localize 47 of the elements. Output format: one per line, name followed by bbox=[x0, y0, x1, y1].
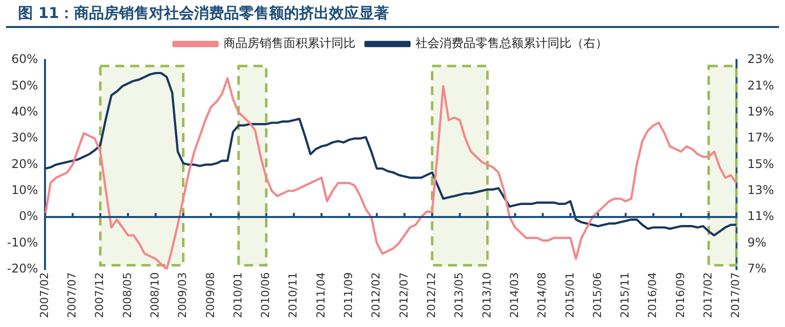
x-tick-label: 2015/01 bbox=[563, 272, 576, 318]
y2-tick-label: 19% bbox=[747, 104, 774, 118]
y2-tick-label: 23% bbox=[747, 52, 774, 66]
x-tick-label: 2008/10 bbox=[148, 272, 162, 318]
legend-label: 社会消费品零售总额累计同比（右） bbox=[416, 36, 608, 50]
y-tick-label: 50% bbox=[11, 78, 38, 92]
x-tick-label: 2010/11 bbox=[286, 272, 300, 318]
x-tick-label: 2009/03 bbox=[176, 272, 190, 318]
y2-tick-label: 11% bbox=[747, 209, 774, 224]
y2-tick-label: 21% bbox=[747, 78, 774, 92]
x-tick-label: 2013/05 bbox=[452, 272, 466, 318]
chart-title: 图 11：商品房销售对社会消费品零售额的挤出效应显著 bbox=[6, 0, 779, 28]
x-tick-label: 2010/01 bbox=[231, 272, 244, 318]
y-tick-label: 20% bbox=[11, 156, 38, 171]
x-tick-label: 2009/08 bbox=[204, 272, 217, 318]
y2-tick-label: 17% bbox=[747, 130, 774, 145]
x-tick-label: 2016/09 bbox=[674, 272, 687, 318]
y-tick-label: -20% bbox=[6, 261, 38, 276]
x-tick-label: 2011/09 bbox=[342, 272, 356, 318]
y-tick-label: 40% bbox=[11, 104, 38, 118]
y2-tick-label: 7% bbox=[747, 261, 766, 276]
x-tick-label: 2012/02 bbox=[370, 272, 383, 318]
x-tick-label: 2016/04 bbox=[646, 272, 660, 318]
y-tick-label: 60% bbox=[11, 52, 38, 66]
y-tick-label: -10% bbox=[6, 235, 38, 250]
x-tick-label: 2014/08 bbox=[536, 272, 549, 318]
x-tick-label: 2015/11 bbox=[618, 272, 632, 318]
x-tick-label: 2011/04 bbox=[314, 272, 328, 318]
y-tick-label: 10% bbox=[11, 182, 38, 197]
y-tick-label: 0% bbox=[18, 209, 38, 224]
y-tick-label: 30% bbox=[11, 130, 38, 145]
y2-tick-label: 15% bbox=[747, 156, 774, 171]
x-tick-label: 2012/07 bbox=[397, 272, 410, 318]
x-tick-label: 2015/06 bbox=[590, 272, 604, 318]
x-tick-label: 2007/02 bbox=[38, 272, 51, 318]
x-tick-label: 2014/03 bbox=[508, 272, 521, 318]
legend-label: 商品房销售面积累计同比 bbox=[224, 36, 356, 50]
x-tick-label: 2012/12 bbox=[425, 272, 438, 318]
x-tick-label: 2010/06 bbox=[259, 272, 272, 318]
x-tick-label: 2007/12 bbox=[93, 272, 106, 318]
y2-tick-label: 9% bbox=[747, 235, 766, 250]
y2-tick-label: 13% bbox=[747, 182, 774, 197]
x-tick-label: 2008/05 bbox=[120, 272, 134, 318]
x-tick-label: 2007/07 bbox=[66, 272, 79, 318]
x-tick-label: 2017/07 bbox=[729, 272, 742, 318]
x-tick-label: 2013/10 bbox=[480, 272, 494, 318]
x-tick-label: 2017/02 bbox=[702, 272, 715, 318]
